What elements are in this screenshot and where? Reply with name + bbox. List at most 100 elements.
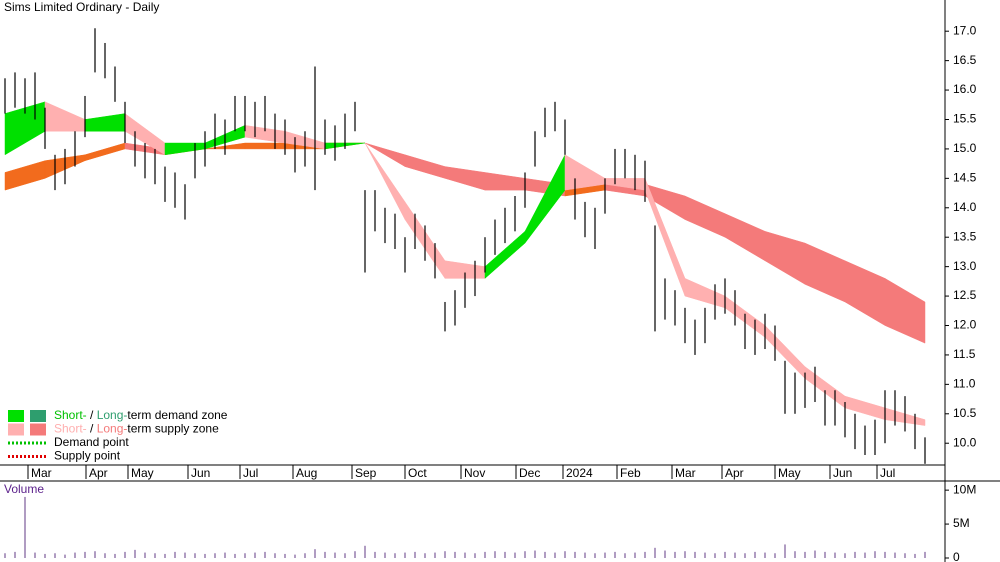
legend-label: Short- / Long-term demand zone bbox=[54, 408, 228, 422]
x-tick-label: Sep bbox=[355, 466, 377, 480]
legend-text: Long- bbox=[97, 408, 128, 422]
legend-swatch bbox=[8, 410, 24, 422]
volume-bar bbox=[54, 553, 56, 558]
volume-bar bbox=[324, 551, 326, 558]
volume-bar bbox=[784, 544, 786, 558]
y-tick-label: 17.0 bbox=[953, 23, 977, 37]
zone-segment bbox=[484, 172, 526, 191]
legend-text: Short- bbox=[54, 408, 87, 422]
volume-bar bbox=[294, 554, 296, 558]
y-tick-label: 10.5 bbox=[953, 406, 977, 420]
zone-segment bbox=[164, 142, 206, 156]
volume-bar bbox=[74, 552, 76, 558]
volume-bar bbox=[544, 551, 546, 558]
volume-bar bbox=[604, 552, 606, 558]
volume-bar bbox=[384, 552, 386, 558]
volume-bar bbox=[834, 552, 836, 558]
x-tick-label: May bbox=[131, 466, 154, 480]
legend-text: Supply point bbox=[54, 449, 121, 463]
volume-bar bbox=[104, 553, 106, 558]
volume-bar bbox=[744, 553, 746, 558]
volume-bar bbox=[474, 553, 476, 558]
legend-text: Short- bbox=[54, 422, 87, 436]
volume-bar bbox=[864, 552, 866, 558]
y-tick-label: 14.5 bbox=[953, 171, 977, 185]
volume-bar bbox=[434, 552, 436, 558]
volume-bar bbox=[674, 551, 676, 558]
volume-bar bbox=[734, 552, 736, 558]
volume-bar bbox=[504, 551, 506, 558]
volume-bar bbox=[534, 550, 536, 558]
zone-segment bbox=[84, 142, 126, 162]
volume-bar bbox=[704, 552, 706, 558]
volume-bar bbox=[764, 552, 766, 558]
y-tick-label: 11.5 bbox=[953, 347, 976, 361]
volume-bar bbox=[204, 553, 206, 558]
volume-bar bbox=[884, 551, 886, 558]
volume-bar bbox=[34, 552, 36, 558]
zone-segment bbox=[844, 260, 886, 326]
volume-bar bbox=[234, 553, 236, 558]
volume-bar bbox=[894, 552, 896, 558]
volume-bar bbox=[614, 551, 616, 558]
volume-bar bbox=[644, 551, 646, 558]
x-tick-label: Jul bbox=[880, 466, 895, 480]
legend-text: term supply zone bbox=[127, 422, 219, 436]
x-tick-label: Jul bbox=[243, 466, 258, 480]
volume-bar bbox=[774, 553, 776, 558]
zone-segment bbox=[4, 160, 46, 191]
legend-label: Supply point bbox=[54, 449, 121, 463]
volume-bar bbox=[714, 553, 716, 558]
chart-title: Sims Limited Ordinary - Daily bbox=[4, 0, 159, 14]
x-tick-label: Dec bbox=[519, 466, 540, 480]
volume-bar bbox=[364, 545, 366, 558]
zone-segment bbox=[844, 395, 886, 421]
volume-bar bbox=[854, 551, 856, 558]
x-tick-label: Feb bbox=[620, 466, 641, 480]
volume-bar bbox=[224, 552, 226, 558]
x-tick-label: Mar bbox=[31, 466, 52, 480]
legend-text: term demand zone bbox=[127, 408, 227, 422]
volume-bar bbox=[514, 552, 516, 558]
volume-bar bbox=[824, 551, 826, 558]
volume-bar bbox=[554, 552, 556, 558]
volume-bar bbox=[264, 551, 266, 558]
x-tick-label: Apr bbox=[725, 466, 744, 480]
volume-bar bbox=[694, 551, 696, 558]
y-tick-label: 12.5 bbox=[953, 288, 977, 302]
volume-bar bbox=[84, 551, 86, 558]
x-tick-label: Nov bbox=[464, 466, 485, 480]
y-tick-label: 16.0 bbox=[953, 82, 977, 96]
volume-bar bbox=[654, 547, 656, 558]
volume-bar bbox=[314, 549, 316, 558]
volume-bar bbox=[414, 551, 416, 558]
zone-segment bbox=[524, 154, 566, 244]
x-tick-label: Aug bbox=[296, 466, 317, 480]
volume-bar bbox=[344, 553, 346, 558]
volume-bar bbox=[44, 553, 46, 558]
volume-tick-label: 5M bbox=[953, 516, 970, 530]
zone-segment bbox=[404, 154, 446, 179]
volume-bar bbox=[464, 552, 466, 558]
zone-segment bbox=[564, 154, 606, 191]
volume-bar bbox=[374, 551, 376, 558]
volume-bar bbox=[94, 551, 96, 558]
volume-bar bbox=[14, 551, 16, 558]
y-tick-label: 10.0 bbox=[953, 435, 977, 449]
volume-bar bbox=[164, 553, 166, 558]
volume-bar bbox=[4, 553, 6, 558]
volume-bar bbox=[574, 551, 576, 558]
y-tick-label: 11.0 bbox=[953, 377, 976, 391]
zone-segment bbox=[804, 242, 846, 303]
legend-swatch bbox=[8, 423, 24, 436]
legend-label: Short- / Long-term supply zone bbox=[54, 422, 219, 436]
volume-bar bbox=[304, 553, 306, 558]
legend-swatch bbox=[30, 410, 46, 422]
zone-segment bbox=[684, 195, 726, 238]
legend-text: Long- bbox=[97, 422, 128, 436]
volume-bar bbox=[524, 551, 526, 558]
volume-bar bbox=[484, 551, 486, 558]
volume-bar bbox=[494, 551, 496, 558]
x-tick-label: Oct bbox=[408, 466, 427, 480]
